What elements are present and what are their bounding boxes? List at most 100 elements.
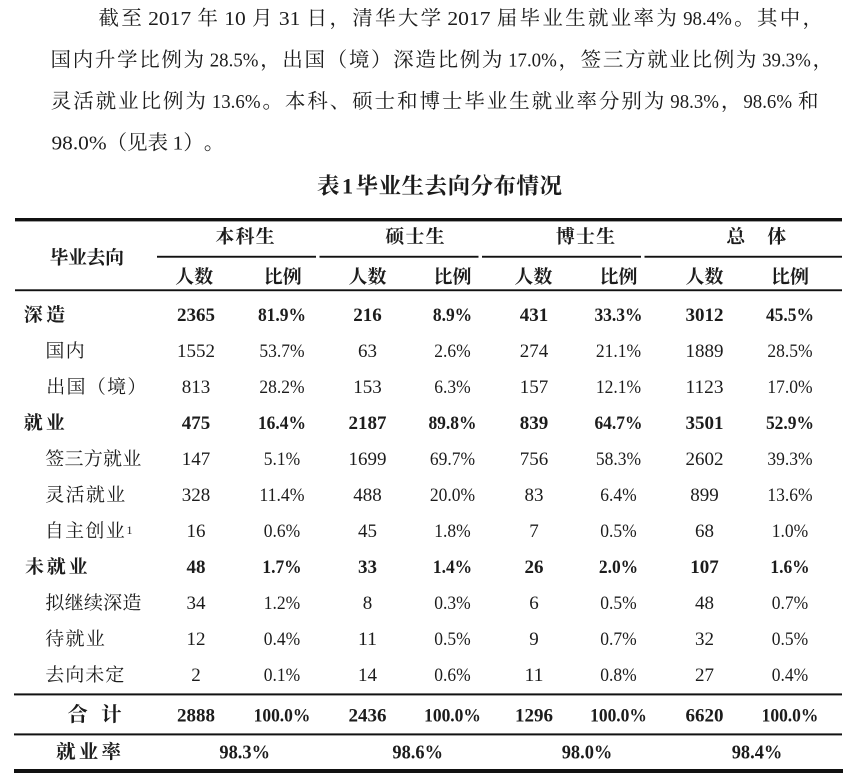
svg-text:9: 9 — [529, 629, 539, 650]
svg-text:48: 48 — [187, 557, 206, 578]
svg-text:2436: 2436 — [349, 705, 387, 726]
svg-text:0.5%: 0.5% — [600, 593, 637, 614]
svg-text:1.7%: 1.7% — [262, 557, 301, 578]
svg-text:328: 328 — [182, 485, 211, 506]
svg-text:1889: 1889 — [686, 341, 724, 362]
svg-text:2187: 2187 — [349, 413, 388, 434]
svg-text:2017: 2017 — [447, 8, 490, 30]
svg-text:2.0%: 2.0% — [599, 557, 638, 578]
svg-text:52.9%: 52.9% — [766, 413, 814, 434]
svg-text:11: 11 — [358, 629, 377, 650]
svg-text:1: 1 — [173, 133, 184, 155]
svg-text:31: 31 — [279, 8, 301, 30]
svg-text:1.0%: 1.0% — [772, 521, 809, 542]
svg-text:153: 153 — [353, 377, 382, 398]
svg-text:12: 12 — [187, 629, 206, 650]
svg-text:0.1%: 0.1% — [264, 665, 301, 686]
svg-text:1.8%: 1.8% — [434, 521, 471, 542]
svg-text:475: 475 — [182, 413, 211, 434]
svg-text:813: 813 — [182, 377, 211, 398]
svg-text:11: 11 — [525, 665, 544, 686]
svg-text:147: 147 — [182, 449, 211, 470]
svg-text:5.1%: 5.1% — [264, 449, 301, 470]
svg-text:0.8%: 0.8% — [600, 665, 637, 686]
svg-text:100.0%: 100.0% — [762, 705, 819, 726]
svg-text:2: 2 — [191, 665, 201, 686]
svg-text:58.3%: 58.3% — [596, 449, 641, 470]
svg-text:1.2%: 1.2% — [264, 593, 301, 614]
svg-text:13.6%: 13.6% — [212, 91, 261, 113]
svg-text:2602: 2602 — [686, 449, 724, 470]
svg-text:2.6%: 2.6% — [434, 341, 471, 362]
svg-text:17.0%: 17.0% — [767, 377, 812, 398]
svg-text:2888: 2888 — [177, 705, 215, 726]
svg-text:98.0%: 98.0% — [52, 133, 107, 155]
svg-text:39.3%: 39.3% — [767, 449, 812, 470]
svg-text:12.1%: 12.1% — [596, 377, 641, 398]
svg-text:89.8%: 89.8% — [428, 413, 476, 434]
svg-text:98.6%: 98.6% — [743, 91, 792, 113]
svg-text:0.3%: 0.3% — [434, 593, 471, 614]
svg-text:17.0%: 17.0% — [508, 50, 557, 72]
svg-text:1123: 1123 — [686, 377, 724, 398]
svg-text:100.0%: 100.0% — [254, 705, 311, 726]
svg-text:63: 63 — [358, 341, 377, 362]
svg-text:2017: 2017 — [148, 8, 191, 30]
svg-text:81.9%: 81.9% — [258, 305, 306, 326]
svg-text:98.6%: 98.6% — [392, 741, 443, 763]
svg-text:431: 431 — [520, 305, 549, 326]
svg-text:16: 16 — [187, 521, 206, 542]
svg-text:33.3%: 33.3% — [594, 305, 642, 326]
svg-text:0.4%: 0.4% — [772, 665, 809, 686]
svg-text:157: 157 — [520, 377, 549, 398]
svg-text:48: 48 — [695, 593, 714, 614]
svg-text:0.5%: 0.5% — [434, 629, 471, 650]
svg-text:8.9%: 8.9% — [433, 305, 472, 326]
svg-text:1699: 1699 — [349, 449, 387, 470]
svg-text:7: 7 — [529, 521, 539, 542]
svg-text:756: 756 — [520, 449, 549, 470]
svg-text:13.6%: 13.6% — [767, 485, 812, 506]
svg-text:34: 34 — [187, 593, 207, 614]
svg-text:0.4%: 0.4% — [264, 629, 301, 650]
svg-text:0.7%: 0.7% — [600, 629, 637, 650]
svg-text:1.4%: 1.4% — [433, 557, 472, 578]
svg-text:6620: 6620 — [686, 705, 724, 726]
svg-text:68: 68 — [695, 521, 714, 542]
svg-text:107: 107 — [690, 557, 719, 578]
svg-text:98.3%: 98.3% — [670, 91, 719, 113]
svg-text:8: 8 — [363, 593, 373, 614]
svg-text:488: 488 — [353, 485, 382, 506]
svg-text:100.0%: 100.0% — [590, 705, 647, 726]
svg-text:6.4%: 6.4% — [600, 485, 637, 506]
svg-text:899: 899 — [690, 485, 719, 506]
svg-text:16.4%: 16.4% — [258, 413, 306, 434]
svg-text:0.5%: 0.5% — [772, 629, 809, 650]
svg-text:6: 6 — [529, 593, 539, 614]
svg-text:27: 27 — [695, 665, 714, 686]
svg-text:6.3%: 6.3% — [434, 377, 471, 398]
svg-text:33: 33 — [358, 557, 377, 578]
svg-text:0.7%: 0.7% — [772, 593, 809, 614]
svg-text:28.2%: 28.2% — [259, 377, 304, 398]
svg-text:53.7%: 53.7% — [259, 341, 304, 362]
svg-text:0.6%: 0.6% — [264, 521, 301, 542]
svg-text:20.0%: 20.0% — [430, 485, 475, 506]
svg-text:45: 45 — [358, 521, 377, 542]
svg-text:11.4%: 11.4% — [259, 485, 304, 506]
svg-text:83: 83 — [525, 485, 544, 506]
svg-text:98.0%: 98.0% — [562, 741, 613, 763]
svg-text:45.5%: 45.5% — [766, 305, 814, 326]
svg-text:98.4%: 98.4% — [683, 8, 732, 30]
svg-text:1: 1 — [342, 174, 353, 199]
svg-text:2365: 2365 — [177, 305, 215, 326]
svg-text:1: 1 — [127, 523, 133, 537]
svg-text:21.1%: 21.1% — [596, 341, 641, 362]
svg-text:100.0%: 100.0% — [424, 705, 481, 726]
svg-text:1.6%: 1.6% — [770, 557, 809, 578]
svg-text:28.5%: 28.5% — [210, 50, 259, 72]
svg-text:3501: 3501 — [686, 413, 724, 434]
svg-text:28.5%: 28.5% — [767, 341, 812, 362]
svg-text:32: 32 — [695, 629, 714, 650]
svg-text:64.7%: 64.7% — [594, 413, 642, 434]
